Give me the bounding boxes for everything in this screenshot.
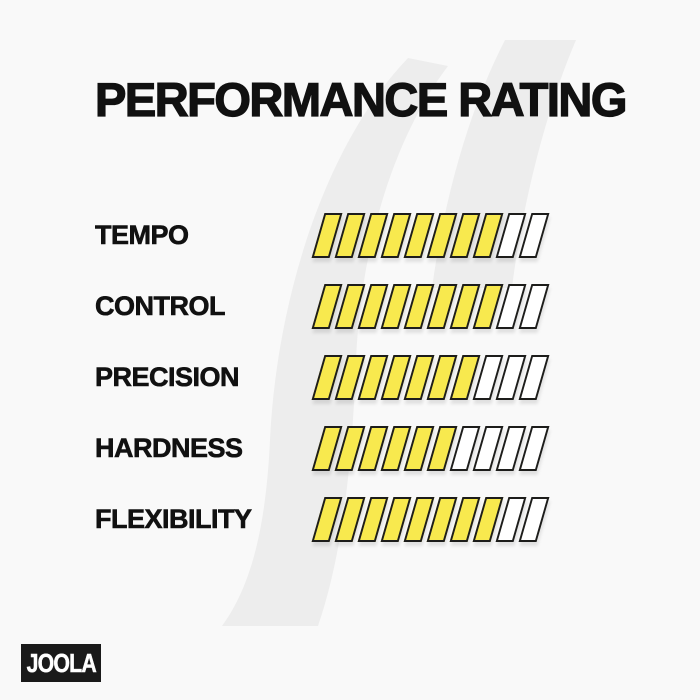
page-title: PERFORMANCE RATING — [94, 72, 628, 126]
joola-logo: JOOLA — [21, 644, 101, 682]
row-label-precision: PRECISION — [95, 362, 240, 393]
row-label-tempo: TEMPO — [95, 220, 190, 251]
rating-bar-hardness — [311, 426, 550, 471]
rating-bar-control — [311, 284, 550, 329]
rating-row-control: CONTROL — [95, 271, 615, 342]
rating-rows: TEMPO CONTROL PRECISION HARDNESS FLEXIBILITY — [95, 200, 615, 555]
rating-bar-flexibility — [311, 497, 550, 542]
rating-bar-tempo — [311, 213, 550, 258]
rating-row-hardness: HARDNESS — [95, 413, 615, 484]
row-label-hardness: HARDNESS — [95, 433, 244, 464]
joola-logo-text: JOOLA — [26, 647, 97, 678]
row-label-flexibility: FLEXIBILITY — [95, 504, 253, 535]
rating-row-precision: PRECISION — [95, 342, 615, 413]
rating-row-flexibility: FLEXIBILITY — [95, 484, 615, 555]
row-label-control: CONTROL — [95, 291, 226, 322]
rating-bar-precision — [311, 355, 550, 400]
rating-row-tempo: TEMPO — [95, 200, 615, 271]
